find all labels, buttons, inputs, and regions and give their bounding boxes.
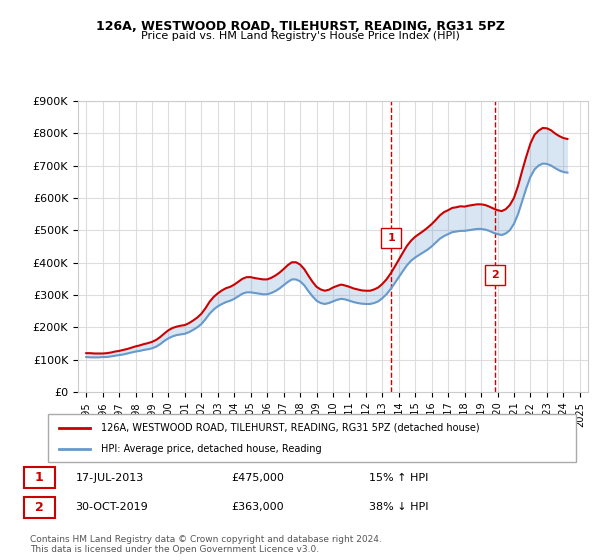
Text: 17-JUL-2013: 17-JUL-2013 [76,473,143,483]
FancyBboxPatch shape [23,497,55,517]
Text: 126A, WESTWOOD ROAD, TILEHURST, READING, RG31 5PZ (detached house): 126A, WESTWOOD ROAD, TILEHURST, READING,… [101,423,479,433]
Text: 1: 1 [388,234,395,243]
Text: Contains HM Land Registry data © Crown copyright and database right 2024.
This d: Contains HM Land Registry data © Crown c… [30,535,382,554]
Text: 2: 2 [35,501,44,514]
Text: 30-OCT-2019: 30-OCT-2019 [76,502,148,512]
Text: 1: 1 [35,471,44,484]
Text: HPI: Average price, detached house, Reading: HPI: Average price, detached house, Read… [101,444,322,454]
Text: 126A, WESTWOOD ROAD, TILEHURST, READING, RG31 5PZ: 126A, WESTWOOD ROAD, TILEHURST, READING,… [95,20,505,32]
Text: 38% ↓ HPI: 38% ↓ HPI [369,502,428,512]
FancyBboxPatch shape [48,414,576,462]
Text: Price paid vs. HM Land Registry's House Price Index (HPI): Price paid vs. HM Land Registry's House … [140,31,460,41]
Text: 15% ↑ HPI: 15% ↑ HPI [369,473,428,483]
Text: £475,000: £475,000 [231,473,284,483]
Text: £363,000: £363,000 [231,502,284,512]
Text: 2: 2 [491,269,499,279]
FancyBboxPatch shape [23,467,55,488]
